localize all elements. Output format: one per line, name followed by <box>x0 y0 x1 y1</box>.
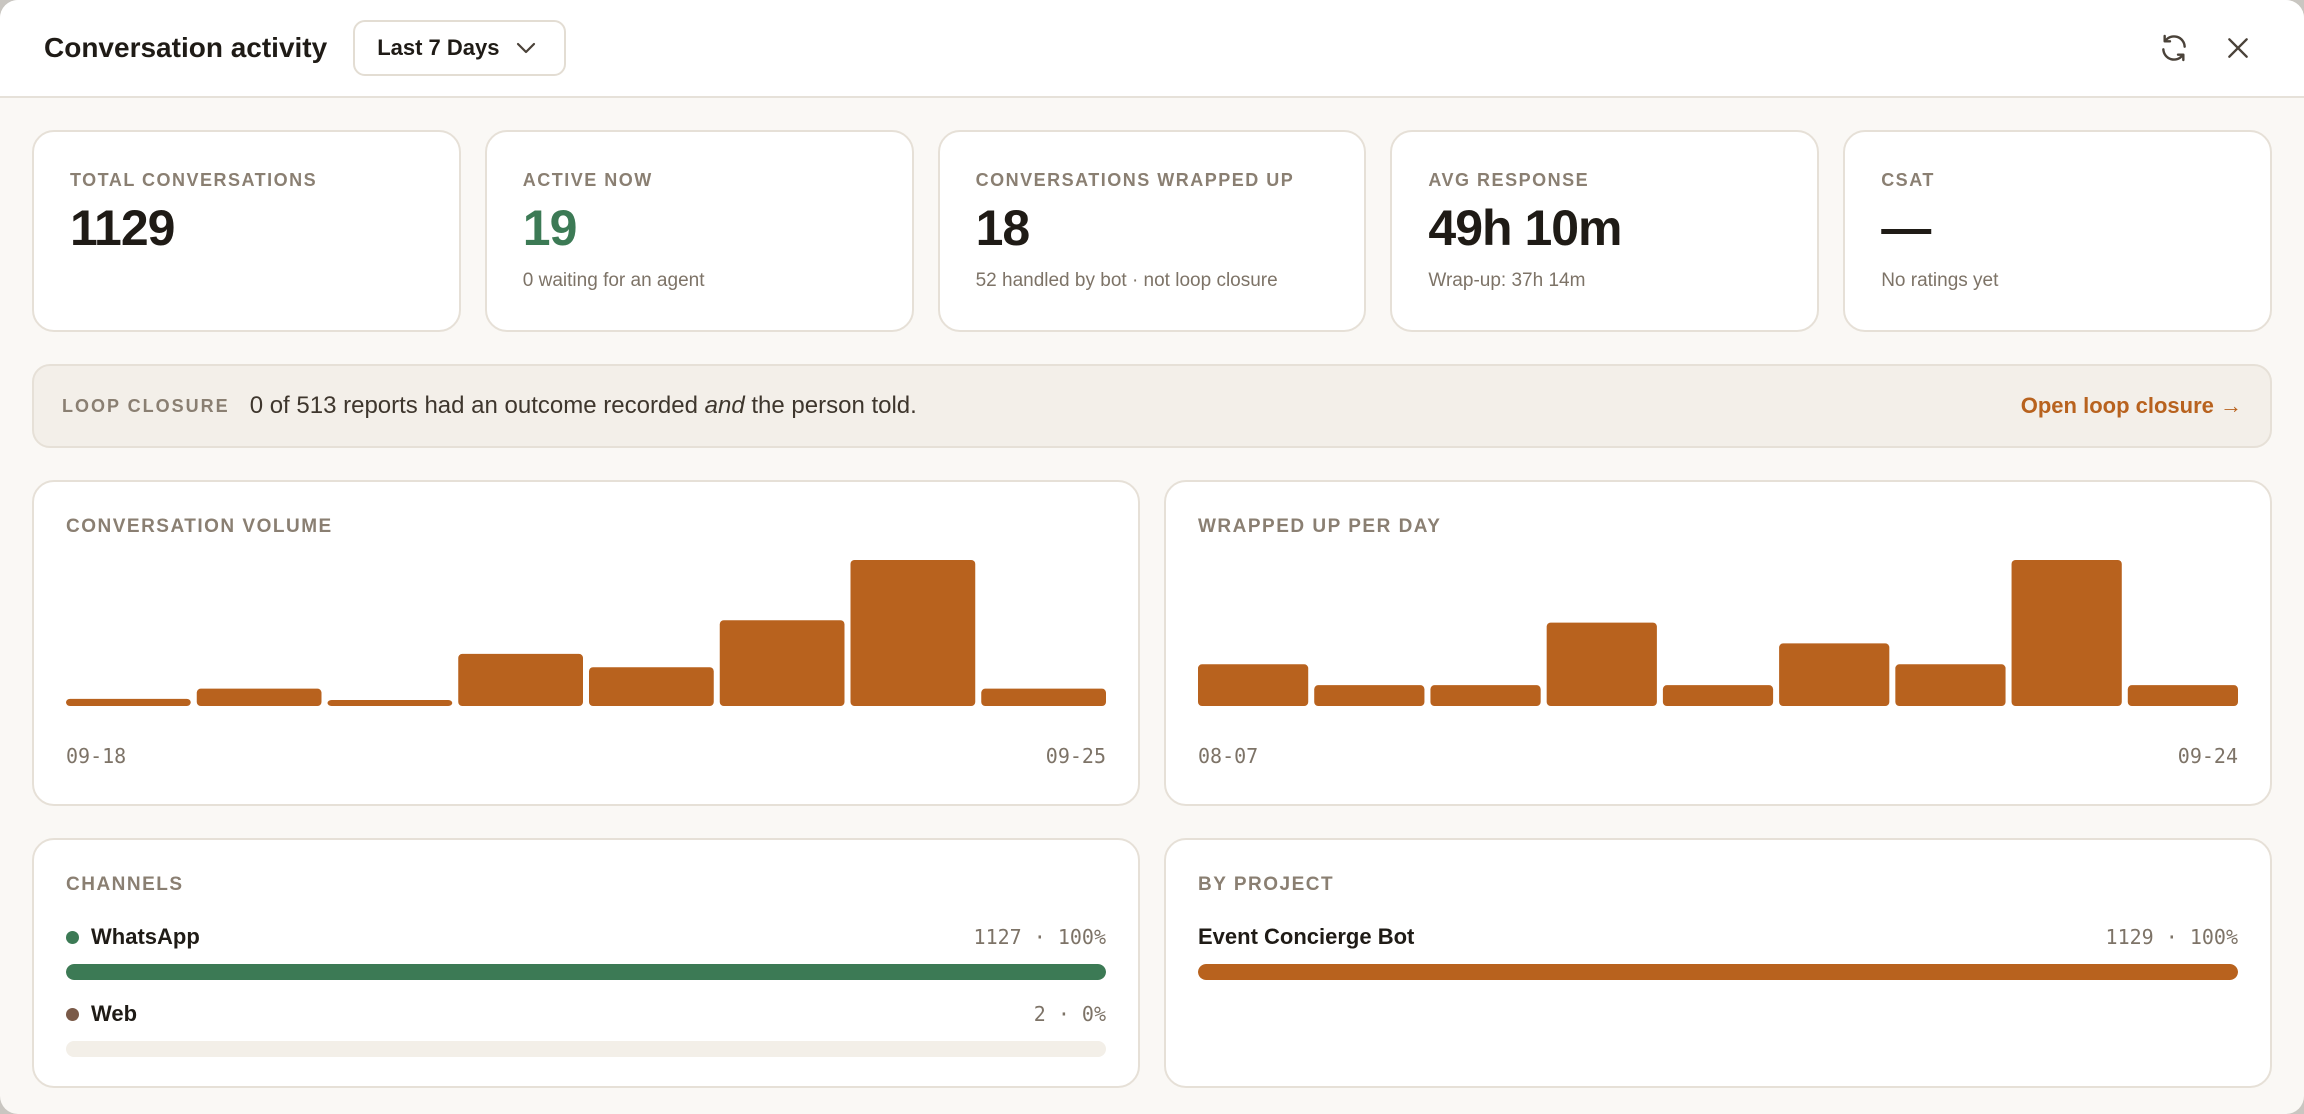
loop-text-before: 0 of 513 reports had an outcome recorded <box>249 392 705 419</box>
loop-closure-text: 0 of 513 reports had an outcome recorded… <box>250 392 917 420</box>
chart-bar <box>1895 664 2006 706</box>
x-axis-end-label: 09-25 <box>1045 744 1106 768</box>
chart-bar <box>196 688 322 706</box>
stat-subtext: 52 handled by bot · not loop closure <box>975 270 1278 291</box>
chart-bar <box>1314 685 1425 706</box>
channels-card: CHANNELS WhatsApp 1127 · 100% Web <box>32 838 1140 1088</box>
loop-text-after: the person told. <box>744 392 917 419</box>
stat-value: 1129 <box>70 200 175 256</box>
chart-bar <box>1779 643 1890 706</box>
stat-subtext: 0 waiting for an agent <box>522 270 705 291</box>
channels-title: CHANNELS <box>66 874 184 895</box>
breakdown-row: CHANNELS WhatsApp 1127 · 100% Web <box>32 838 2272 1088</box>
open-loop-closure-link[interactable]: Open loop closure → <box>2020 393 2242 418</box>
refresh-icon <box>2162 34 2186 62</box>
stat-subtext: Wrap-up: 37h 14m <box>1428 270 1586 291</box>
stat-label: AVG RESPONSE <box>1428 170 1590 190</box>
stat-card-active-now: ACTIVE NOW 19 0 waiting for an agent <box>484 130 914 332</box>
chart-bar <box>327 700 453 706</box>
channel-row-web: Web 2 · 0% <box>66 999 1106 1057</box>
stat-card-total-conversations: TOTAL CONVERSATIONS 1129 <box>32 130 461 332</box>
x-axis-start-label: 09-18 <box>66 744 127 768</box>
stat-label: ACTIVE NOW <box>522 170 653 190</box>
chart-bar <box>850 560 976 706</box>
chart-bar <box>458 653 583 706</box>
stat-value: — <box>1881 200 1931 256</box>
channel-row-whatsapp: WhatsApp 1127 · 100% <box>66 922 1106 980</box>
chart-bar <box>2011 560 2122 706</box>
chevron-down-icon <box>516 42 535 54</box>
refresh-button[interactable] <box>2152 26 2196 70</box>
project-name: Event Concierge Bot <box>1198 924 1415 949</box>
by-project-card: BY PROJECT Event Concierge Bot 1129 · 10… <box>1164 838 2272 1088</box>
wrapped-up-per-day-chart <box>1198 560 2238 706</box>
project-progress-track <box>1198 964 2238 980</box>
date-range-label: Last 7 Days <box>377 35 500 60</box>
modal-header: Conversation activity Last 7 Days <box>0 0 2304 98</box>
project-progress-fill <box>1198 964 2238 980</box>
loop-closure-label: LOOP CLOSURE <box>62 395 230 416</box>
stat-label: CSAT <box>1881 170 1935 190</box>
wrapped-up-per-day-card: WRAPPED UP PER DAY 08-07 09-24 <box>1164 480 2272 806</box>
close-button[interactable] <box>2216 26 2260 70</box>
channel-name: Web <box>91 1001 138 1026</box>
chart-bar <box>1546 622 1657 706</box>
page-title: Conversation activity <box>44 32 328 63</box>
stats-row: TOTAL CONVERSATIONS 1129 ACTIVE NOW 19 0… <box>32 130 2272 332</box>
x-axis-start-label: 08-07 <box>1198 744 1259 768</box>
loop-closure-banner: LOOP CLOSURE 0 of 513 reports had an out… <box>32 364 2272 448</box>
dashboard-content: TOTAL CONVERSATIONS 1129 ACTIVE NOW 19 0… <box>32 130 2272 1088</box>
project-value: 1129 · 100% <box>2105 925 2238 949</box>
chart-bar <box>1430 685 1541 706</box>
stat-subtext: No ratings yet <box>1881 270 1999 291</box>
charts-row: CONVERSATION VOLUME 09-18 09-25 WRAPPED … <box>32 480 2272 806</box>
stat-value: 49h 10m <box>1428 200 1622 256</box>
channel-name: WhatsApp <box>91 924 200 949</box>
stat-value: 18 <box>975 200 1031 256</box>
stat-label: TOTAL CONVERSATIONS <box>70 170 318 190</box>
channel-value: 2 · 0% <box>1033 1002 1106 1026</box>
stat-card-wrapped-up: CONVERSATIONS WRAPPED UP 18 52 handled b… <box>937 130 1367 332</box>
close-icon <box>2228 38 2248 58</box>
channel-progress-fill <box>66 964 1106 980</box>
web-dot-icon <box>66 1007 79 1021</box>
chart-title: CONVERSATION VOLUME <box>66 516 333 537</box>
chart-bar <box>1662 685 1774 706</box>
chart-bar <box>1198 664 1309 706</box>
chart-bar <box>981 688 1106 706</box>
conversation-volume-chart <box>66 560 1106 706</box>
channel-value: 1127 · 100% <box>973 925 1106 949</box>
stat-card-csat: CSAT — No ratings yet <box>1843 130 2272 332</box>
chart-bar <box>2127 685 2238 706</box>
chart-title: WRAPPED UP PER DAY <box>1198 516 1442 537</box>
stat-card-avg-response: AVG RESPONSE 49h 10m Wrap-up: 37h 14m <box>1390 130 1820 332</box>
chart-bar <box>589 667 714 706</box>
whatsapp-dot-icon <box>66 930 79 944</box>
conversation-volume-card: CONVERSATION VOLUME 09-18 09-25 <box>32 480 1140 806</box>
x-axis-end-label: 09-24 <box>2177 744 2238 768</box>
channel-progress-track <box>66 1041 1106 1057</box>
loop-text-emphasis: and <box>704 392 745 419</box>
date-range-dropdown[interactable]: Last 7 Days <box>353 20 566 76</box>
by-project-title: BY PROJECT <box>1198 874 1335 895</box>
stat-label: CONVERSATIONS WRAPPED UP <box>975 170 1295 190</box>
channel-progress-track <box>66 964 1106 980</box>
stat-value: 19 <box>522 200 578 256</box>
chart-bar <box>66 698 191 706</box>
chart-bar <box>719 620 845 706</box>
project-row: Event Concierge Bot 1129 · 100% <box>1198 922 2238 980</box>
